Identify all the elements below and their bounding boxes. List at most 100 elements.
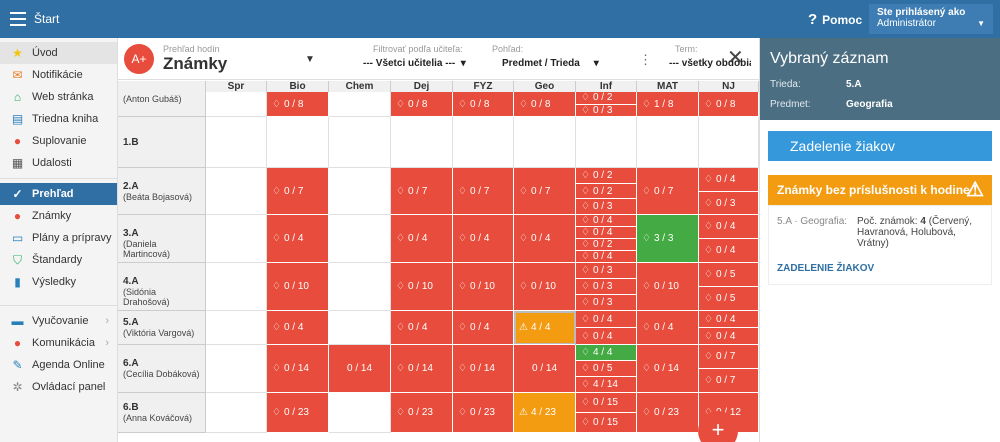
grade-cell[interactable]: ♢ 0 / 5 ♢ 0 / 5 — [699, 263, 759, 311]
grade-cell[interactable]: ♢ 0 / 4 ♢ 0 / 4 ♢ 0 / 2 ♢ 0 / 4 — [576, 215, 637, 263]
grade-cell[interactable]: ♢ 0 / 7 — [514, 168, 576, 215]
title-dropdown-icon[interactable]: ▼ — [305, 54, 315, 65]
grade-cell[interactable]: ♢ 0 / 4 — [391, 215, 453, 263]
grade-cell[interactable]: ♢ 0 / 10 — [453, 263, 514, 311]
grade-cell[interactable] — [267, 117, 329, 168]
column-header[interactable]: Dej — [391, 81, 453, 92]
assign-students-button[interactable]: Zadelenie žiakov — [768, 131, 992, 161]
sidebar-item-triedna-kniha[interactable]: ▤ Triedna kniha — [0, 108, 117, 130]
grade-cell[interactable] — [206, 117, 267, 168]
grade-cell[interactable] — [206, 311, 267, 345]
grade-cell[interactable]: ♢ 0 / 4 ♢ 0 / 4 — [699, 311, 759, 345]
column-header[interactable]: Spr — [206, 81, 267, 92]
grade-cell[interactable] — [329, 168, 391, 215]
grade-cell[interactable]: ♢ 0 / 7 ♢ 0 / 7 — [699, 345, 759, 393]
grade-cell[interactable]: ♢ 0 / 23 — [391, 393, 453, 433]
sidebar-item-plany[interactable]: ▭ Plány a prípravy — [0, 227, 117, 249]
column-header[interactable]: MAT — [637, 81, 699, 92]
column-header[interactable]: Chem — [329, 81, 391, 92]
sidebar-item-prehlad[interactable]: ✓ Prehľad — [0, 183, 117, 205]
grade-cell[interactable]: ♢ 0 / 23 — [453, 393, 514, 433]
grade-cell[interactable]: ⚠ 4 / 23 — [514, 393, 576, 433]
grade-cell[interactable]: ♢ 0 / 7 — [267, 168, 329, 215]
grade-cell[interactable]: ⚠ 4 / 4 — [514, 311, 576, 345]
teacher-filter[interactable]: Filtrovať podľa učiteľa: --- Všetci učit… — [363, 44, 466, 69]
grade-cell[interactable]: ♢ 0 / 8 — [699, 92, 759, 117]
column-header[interactable]: Inf — [576, 81, 637, 92]
grade-cell[interactable]: ♢ 0 / 10 — [637, 263, 699, 311]
grade-cell[interactable]: ♢ 0 / 10 — [391, 263, 453, 311]
grade-cell[interactable]: ♢ 0 / 7 — [391, 168, 453, 215]
grade-cell[interactable]: ♢ 0 / 7 — [637, 168, 699, 215]
grade-cell[interactable] — [453, 117, 514, 168]
grade-cell[interactable] — [206, 345, 267, 393]
grade-cell[interactable] — [206, 215, 267, 263]
sidebar-item-uvod[interactable]: ★ Úvod — [0, 42, 117, 64]
grade-cell[interactable]: ♢ 4 / 4 ♢ 0 / 5 ♢ 4 / 14 — [576, 345, 637, 393]
column-header[interactable]: Geo — [514, 81, 576, 92]
column-header[interactable]: NJ — [699, 81, 759, 92]
grade-cell[interactable]: ♢ 0 / 4 ♢ 0 / 4 — [576, 311, 637, 345]
grade-cell[interactable]: ♢ 0 / 2 ♢ 0 / 3 — [576, 92, 637, 117]
sidebar-item-znamky[interactable]: ● Známky — [0, 205, 117, 227]
sidebar-item-vyucovanie[interactable]: ▬ Vyučovanie › — [0, 310, 117, 332]
grade-cell[interactable] — [637, 117, 699, 168]
user-menu[interactable]: Ste prihlásený ako Administrátor ▼ — [869, 4, 993, 34]
grade-cell[interactable] — [514, 117, 576, 168]
grade-cell[interactable]: ♢ 0 / 4 — [453, 215, 514, 263]
grade-cell[interactable]: ♢ 0 / 8 — [391, 92, 453, 117]
column-header[interactable]: FYZ — [453, 81, 514, 92]
term-select[interactable]: Term: --- všetky obdobia --- — [669, 44, 751, 69]
add-button[interactable]: + — [698, 411, 738, 442]
grade-cell[interactable]: ♢ 0 / 14 — [391, 345, 453, 393]
grade-cell[interactable]: ♢ 0 / 14 — [637, 345, 699, 393]
grade-cell[interactable] — [206, 393, 267, 433]
sidebar-item-agenda-online[interactable]: ✎ Agenda Online — [0, 354, 117, 376]
sidebar-item-suplovanie[interactable]: ● Suplovanie — [0, 130, 117, 152]
grade-cell[interactable]: ♢ 0 / 23 — [637, 393, 699, 433]
grade-cell[interactable]: ♢ 0 / 10 — [514, 263, 576, 311]
grade-cell[interactable]: ♢ 0 / 4 — [267, 311, 329, 345]
grade-cell[interactable]: ♢ 0 / 8 — [514, 92, 576, 117]
grade-cell[interactable]: ♢ 1 / 8 — [637, 92, 699, 117]
grade-cell[interactable]: 0 / 14 — [329, 345, 391, 393]
grade-cell[interactable]: ♢ 0 / 23 — [267, 393, 329, 433]
grade-cell[interactable]: 0 / 14 — [514, 345, 576, 393]
grade-cell[interactable]: ♢ 3 / 3 — [637, 215, 699, 263]
grade-cell[interactable]: ♢ 0 / 8 — [453, 92, 514, 117]
grade-cell[interactable]: ♢ 0 / 10 — [267, 263, 329, 311]
assign-students-link[interactable]: ZADELENIE ŽIAKOV — [777, 263, 875, 274]
grade-cell[interactable]: ♢ 0 / 3 ♢ 0 / 3 ♢ 0 / 3 — [576, 263, 637, 311]
grade-cell[interactable]: ♢ 0 / 15 ♢ 0 / 15 — [576, 393, 637, 433]
grade-cell[interactable] — [699, 117, 759, 168]
grade-cell[interactable]: ♢ 0 / 4 — [514, 215, 576, 263]
sidebar-item-web-stranka[interactable]: ⌂ Web stránka — [0, 86, 117, 108]
view-select[interactable]: Pohľad: Predmet / Trieda ▾ — [492, 44, 599, 69]
grade-cell[interactable]: ♢ 0 / 4 ♢ 0 / 3 — [699, 168, 759, 215]
more-options-icon[interactable]: ⋮ — [639, 52, 652, 67]
grade-cell[interactable]: ♢ 0 / 14 — [453, 345, 514, 393]
grade-cell[interactable]: ♢ 0 / 4 — [391, 311, 453, 345]
help-link[interactable]: ? Pomoc — [808, 11, 862, 28]
grade-cell[interactable]: ♢ 0 / 4 ♢ 0 / 4 — [699, 215, 759, 263]
grade-cell[interactable] — [329, 263, 391, 311]
column-header[interactable]: Bio — [267, 81, 329, 92]
grade-cell[interactable] — [206, 168, 267, 215]
sidebar-item-komunikacia[interactable]: ● Komunikácia › — [0, 332, 117, 354]
grade-cell[interactable] — [329, 92, 391, 117]
grade-cell[interactable] — [329, 117, 391, 168]
sidebar-item-vysledky[interactable]: ▮ Výsledky — [0, 271, 117, 293]
grade-cell[interactable] — [329, 311, 391, 345]
grade-cell[interactable] — [329, 215, 391, 263]
grade-cell[interactable]: ♢ 0 / 14 — [267, 345, 329, 393]
grade-cell[interactable] — [329, 393, 391, 433]
grade-cell[interactable] — [206, 92, 267, 117]
grade-cell[interactable]: ♢ 0 / 2 ♢ 0 / 2 ♢ 0 / 3 — [576, 168, 637, 215]
close-icon[interactable]: ✕ — [727, 47, 744, 69]
app-title[interactable]: Štart — [34, 12, 60, 26]
sidebar-item-notifikacie[interactable]: ✉ Notifikácie — [0, 64, 117, 86]
grade-cell[interactable] — [206, 263, 267, 311]
grade-cell[interactable]: ♢ 0 / 4 — [637, 311, 699, 345]
hamburger-menu-icon[interactable] — [10, 12, 26, 26]
grade-cell[interactable] — [391, 117, 453, 168]
